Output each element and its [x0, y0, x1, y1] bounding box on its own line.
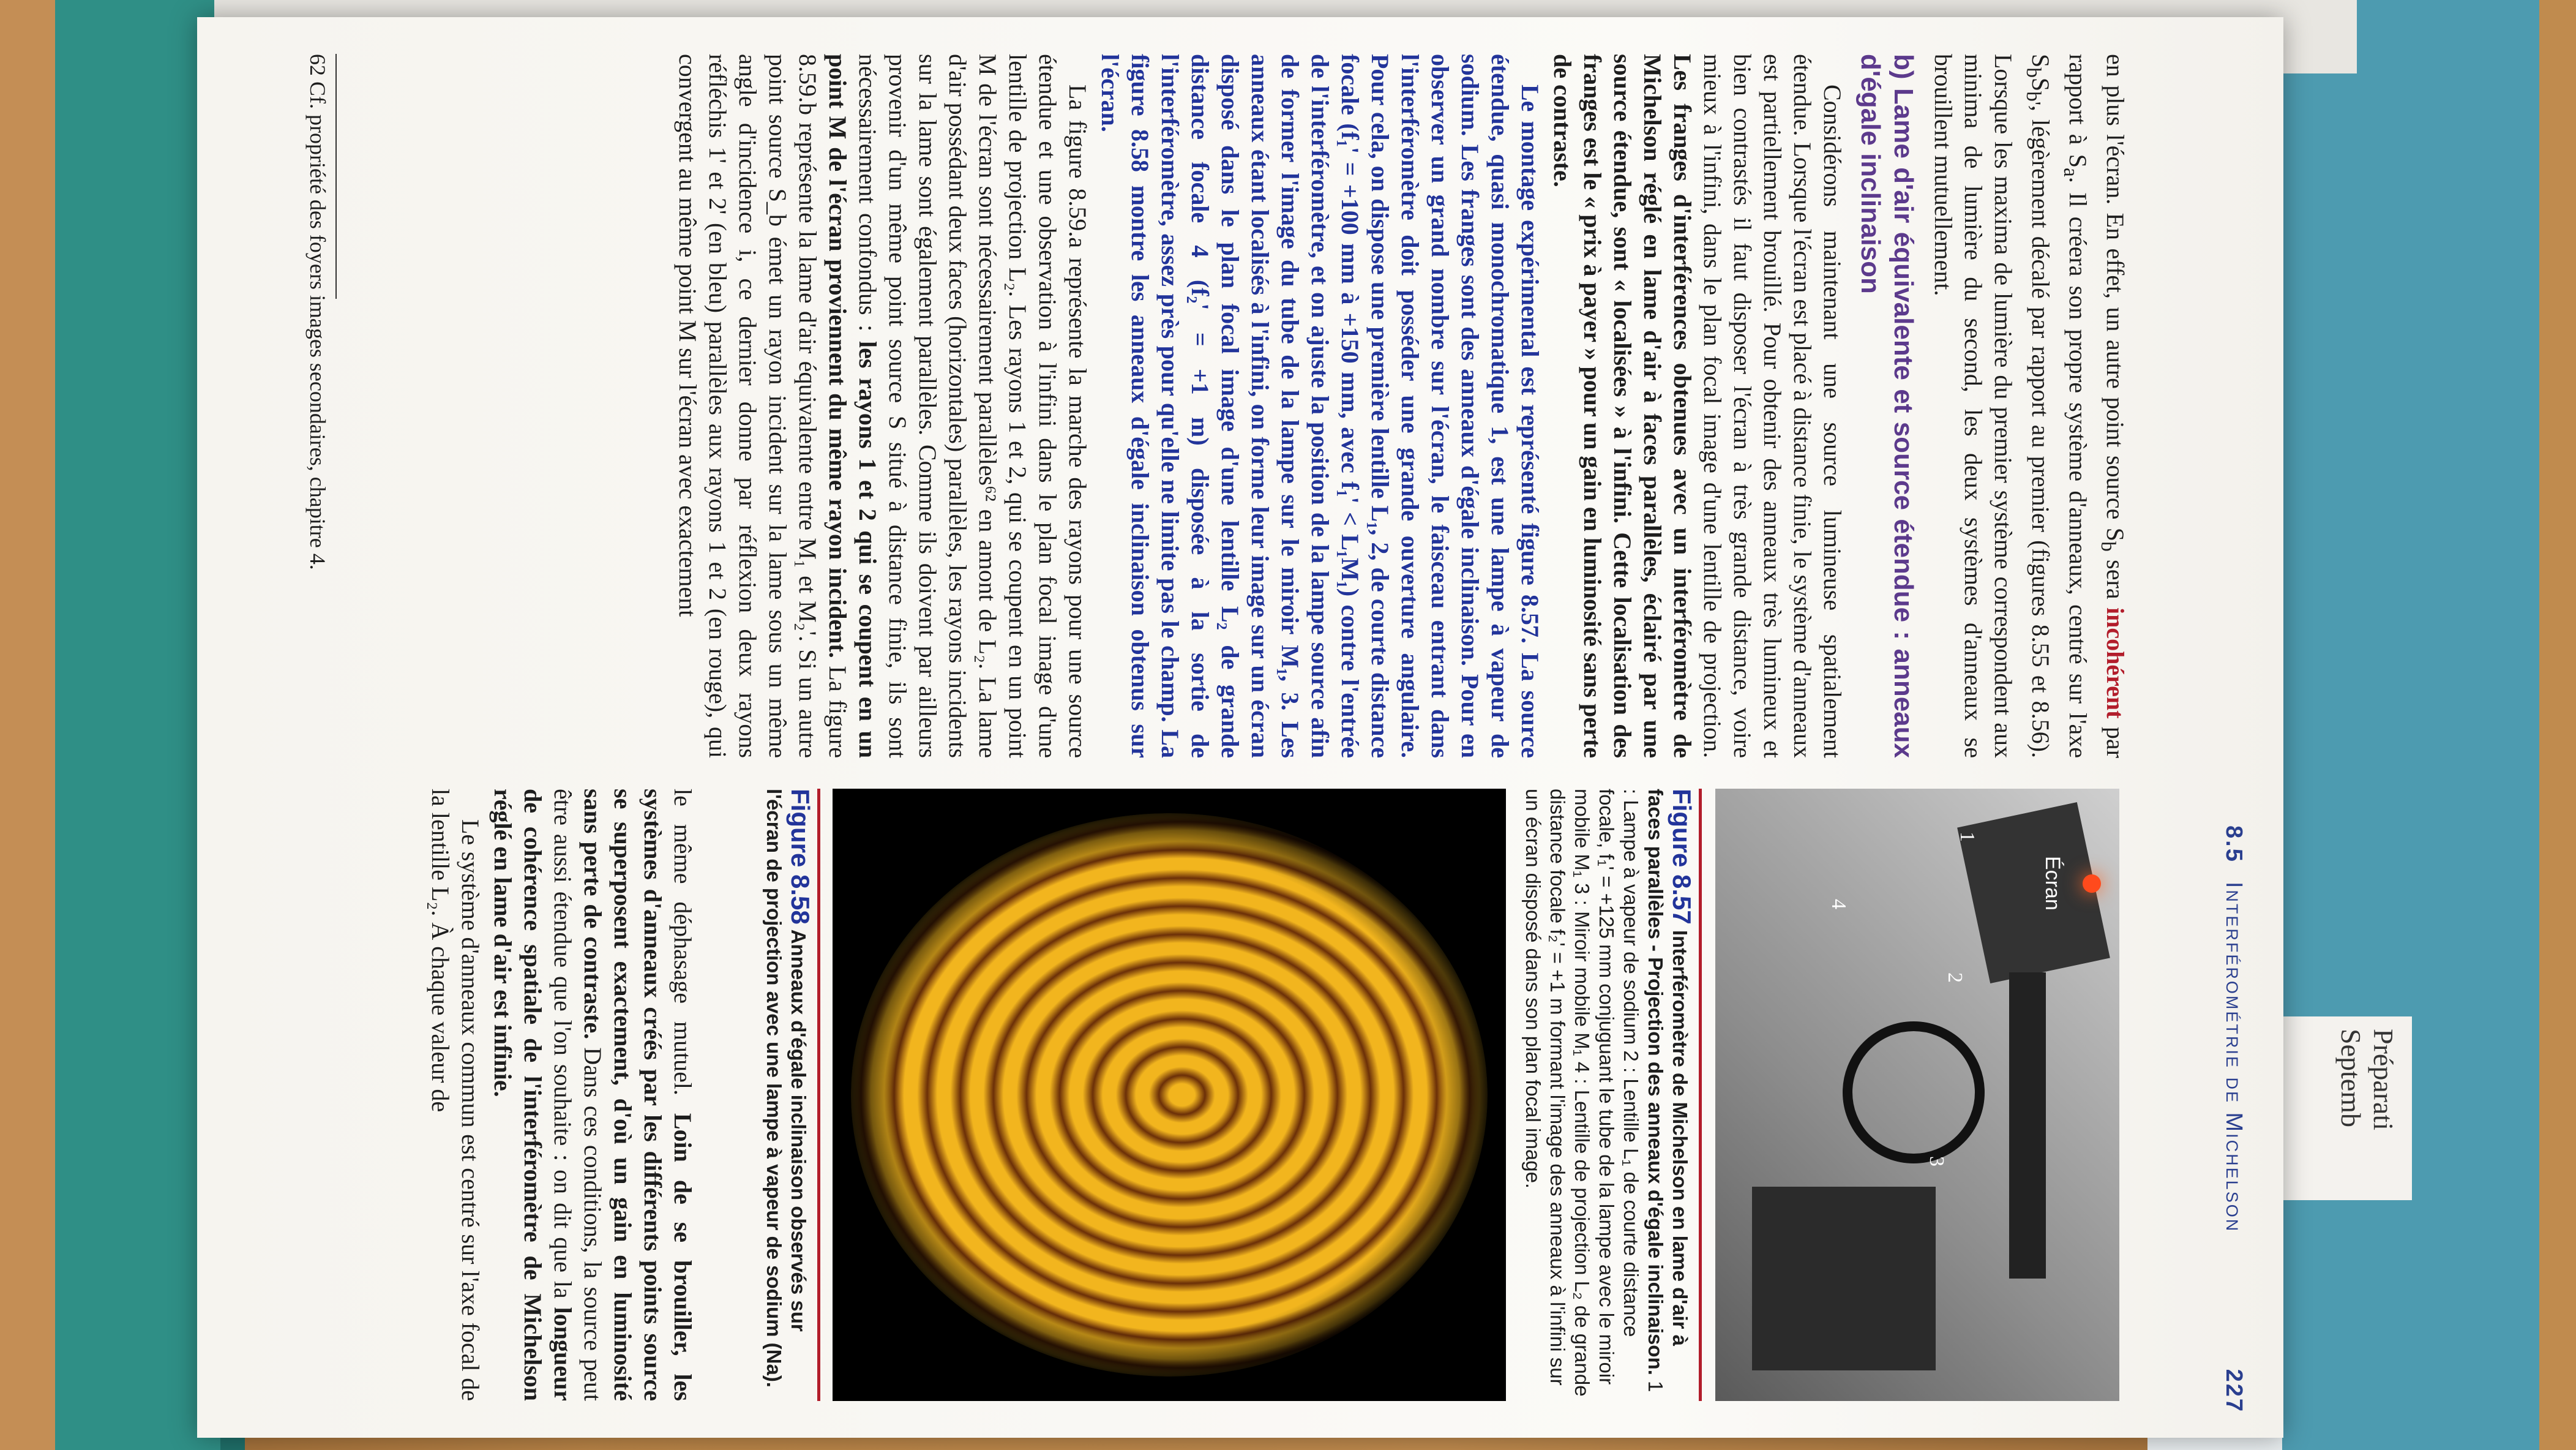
right-column: le même déphasage mutuel. Loin de se bro… — [257, 789, 698, 1401]
lamp-glow — [2083, 874, 2101, 893]
paragraph: Le montage expérimental est représenté f… — [1096, 54, 1544, 758]
subheading: b) Lame d'air équivalente et source éten… — [1855, 54, 1919, 758]
text-run: S — [2027, 77, 2054, 92]
paragraph: Considérons maintenant une source lumine… — [1548, 54, 1848, 758]
section-title: Interférométrie de Michelson — [2221, 881, 2247, 1233]
michelson-body — [1752, 1187, 1936, 1370]
lens-mount — [1843, 1021, 1985, 1163]
text-run: , légèrement décalé par rapport au premi… — [1930, 54, 2054, 758]
photo-label: 4 — [1827, 899, 1850, 909]
photo-label: Écran — [2041, 856, 2064, 911]
fringe-rings — [851, 813, 1488, 1377]
footnote-rule — [335, 54, 337, 299]
photo-label: 1 — [1956, 832, 1979, 842]
paragraph: le même déphasage mutuel. Loin de se bro… — [488, 789, 698, 1401]
text-run: sera — [2102, 551, 2129, 608]
text-run: incohérent — [2102, 607, 2129, 719]
text-run: Les franges d'interférences obtenues ave… — [1549, 54, 1696, 758]
text-run: a — [2059, 168, 2082, 177]
section-number: 8.5 — [2221, 825, 2247, 863]
figure-caption: Figure 8.57 Interféromètre de Michelson … — [1521, 789, 1702, 1401]
footnote: 62 Cf. propriété des foyers images secon… — [305, 54, 337, 758]
note-line: Septemb — [2335, 1029, 2367, 1127]
figure-caption: Figure 8.58 Anneaux d'égale inclinaison … — [762, 789, 820, 1401]
photo-label: 2 — [1944, 972, 1966, 983]
paragraph: La figure 8.59.a représente la marche de… — [673, 54, 1093, 758]
page-number: 227 — [2221, 1369, 2247, 1413]
paragraph: en plus l'écran. En effet, un autre poin… — [1928, 54, 2130, 758]
footnote-text: 62 Cf. propriété des foyers images secon… — [305, 54, 330, 570]
screen-shape — [1957, 802, 2110, 983]
photo-label: 3 — [1925, 1156, 1948, 1166]
fringe-image — [833, 789, 1506, 1401]
text-run: b — [2022, 67, 2045, 78]
rail — [2009, 972, 2046, 1279]
figure-label: Figure 8.58 — [786, 789, 815, 925]
figure-photo: Écran 1 2 3 4 — [1715, 789, 2119, 1401]
text-run: La figure 8.59.a représente la marche de… — [854, 54, 1091, 758]
figure-label: Figure 8.57 — [1668, 789, 1696, 925]
note-line: Préparati — [2368, 1029, 2399, 1131]
book-page: 8.5 Interférométrie de Michelson 227 en … — [197, 17, 2283, 1438]
left-column: en plus l'écran. En effet, un autre poin… — [355, 54, 2130, 758]
text-run: b' — [2022, 91, 2045, 105]
text-run: le même déphasage mutuel. — [669, 789, 697, 1113]
text-run: Considérons maintenant une source lumine… — [1699, 54, 1846, 758]
text-run: b — [2097, 541, 2119, 552]
paragraph: Le système d'anneaux commun est centré s… — [427, 789, 484, 1401]
text-run: en plus l'écran. En effet, un autre poin… — [2102, 54, 2129, 542]
running-header: 8.5 Interférométrie de Michelson 227 — [2220, 825, 2247, 1413]
